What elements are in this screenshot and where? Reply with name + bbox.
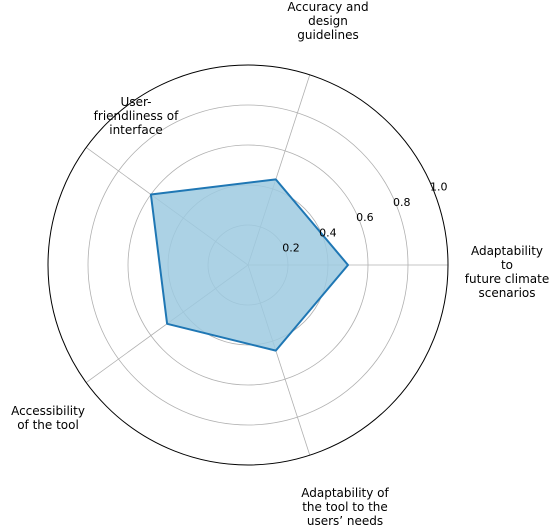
axis-label-accessibility: Accessibility of the tool: [11, 404, 85, 432]
rtick-label-4: 1.0: [430, 181, 448, 194]
axis-label-accuracy-guidelines: Accuracy and design guidelines: [287, 0, 369, 42]
rtick-label-0: 0.2: [282, 242, 300, 255]
axis-label-user-friendliness: User- friendliness of interface: [93, 95, 179, 137]
polar-frame: [47, 64, 449, 466]
axis-label-adaptability-users: Adaptability of the tool to the users’ n…: [301, 486, 389, 528]
axis-label-adaptability-climate: Adaptability to future climate scenarios: [464, 244, 550, 300]
series-line: [149, 178, 349, 352]
rtick-label-3: 0.8: [393, 196, 411, 209]
rtick-label-2: 0.6: [356, 211, 374, 224]
rtick-label-1: 0.4: [319, 226, 337, 239]
series-area: [150, 179, 348, 351]
